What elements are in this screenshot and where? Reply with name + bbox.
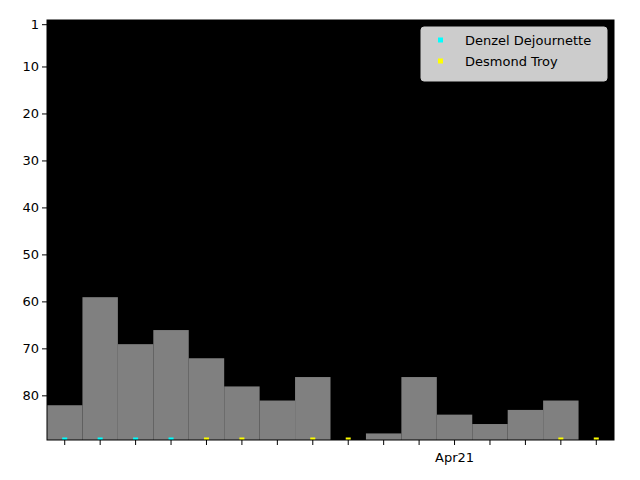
bar: [437, 415, 472, 440]
bar: [189, 358, 224, 440]
legend-marker: [438, 59, 443, 64]
bar: [508, 410, 543, 440]
x-tick-label: Apr21: [435, 450, 474, 465]
bar: [401, 377, 436, 440]
y-tick-label: 40: [22, 200, 39, 215]
plot-background: [47, 20, 614, 440]
x-tick: [560, 440, 561, 445]
bar: [224, 386, 259, 440]
legend-marker: [438, 38, 443, 43]
bar: [118, 344, 153, 440]
x-tick: [489, 440, 490, 445]
legend-label: Denzel Dejournette: [465, 33, 591, 48]
y-tick: [42, 395, 47, 396]
x-tick: [241, 440, 242, 445]
data-layer: [47, 297, 599, 440]
x-tick: [419, 440, 420, 445]
legend-box: [421, 27, 607, 81]
plot-frame: [47, 20, 614, 440]
bar: [472, 424, 507, 440]
x-tick: [348, 440, 349, 445]
x-tick: [64, 440, 65, 445]
y-tick-label: 50: [22, 247, 39, 262]
y-tick: [42, 24, 47, 25]
legend-label: Desmond Troy: [465, 54, 558, 69]
x-tick: [206, 440, 207, 445]
bar: [260, 401, 295, 440]
y-tick: [42, 160, 47, 161]
x-tick: [312, 440, 313, 445]
x-tick: [135, 440, 136, 445]
y-tick-label: 1: [31, 17, 39, 32]
y-tick-label: 60: [22, 294, 39, 309]
bar: [366, 433, 401, 440]
chart: 1 10 20 30 40 50 60 70 80 Apr21 Denzel Dejournette…: [0, 0, 640, 480]
y-tick: [42, 348, 47, 349]
y-tick: [42, 301, 47, 302]
x-tick: [525, 440, 526, 445]
y-tick-label: 80: [22, 388, 39, 403]
y-tick: [42, 254, 47, 255]
y-tick-label: 20: [22, 106, 39, 121]
y-tick-label: 70: [22, 341, 39, 356]
y-tick: [42, 207, 47, 208]
y-tick-label: 10: [22, 59, 39, 74]
x-tick: [277, 440, 278, 445]
x-tick: [596, 440, 597, 445]
bar: [82, 297, 117, 440]
bar: [47, 405, 82, 440]
y-tick: [42, 113, 47, 114]
y-tick: [42, 66, 47, 67]
x-tick: [383, 440, 384, 445]
bar: [295, 377, 330, 440]
x-tick: [171, 440, 172, 445]
x-tick: [100, 440, 101, 445]
y-tick-label: 30: [22, 153, 39, 168]
bar: [153, 330, 188, 440]
legend: Denzel Dejournette Desmond Troy: [421, 27, 607, 81]
bar: [543, 401, 578, 440]
x-tick: [454, 440, 455, 445]
